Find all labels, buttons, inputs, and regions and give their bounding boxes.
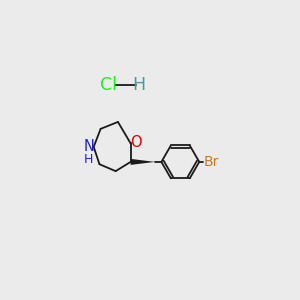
Text: O: O <box>130 135 142 150</box>
Polygon shape <box>131 159 155 165</box>
Text: H: H <box>132 76 145 94</box>
Text: N: N <box>83 140 94 154</box>
Text: Br: Br <box>203 155 219 169</box>
Text: Cl: Cl <box>100 76 117 94</box>
Text: H: H <box>84 153 93 166</box>
